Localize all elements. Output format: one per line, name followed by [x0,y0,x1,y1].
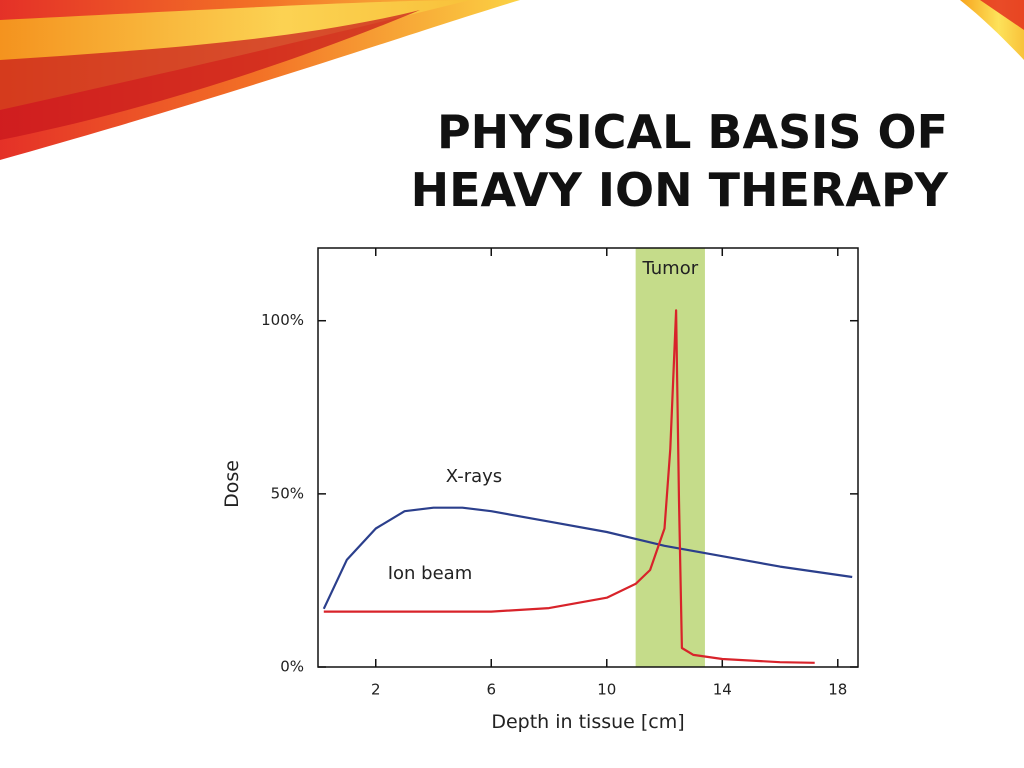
y-axis-label: Dose [221,460,243,508]
y-tick-label: 50% [271,484,304,502]
x-tick-label: 6 [486,681,496,699]
y-tick-label: 0% [280,658,304,676]
x-tick-label: 18 [828,681,847,699]
series-line [322,506,853,610]
x-tick-label: 10 [597,681,616,699]
x-axis-label: Depth in tissue [cm] [491,711,684,733]
decoration [0,0,1024,160]
series-label: X-rays [446,466,502,487]
band-label: Tumor [641,258,698,279]
series-line [323,309,815,664]
plot-frame [317,247,859,668]
x-tick-label: 14 [713,681,732,699]
title-line: PHYSICAL BASIS OF [437,105,948,159]
y-tick-label: 100% [261,311,304,329]
series-label: Ion beam [388,563,473,584]
title-line: HEAVY ION THERAPY [411,163,949,217]
x-tick-label: 2 [371,681,381,699]
